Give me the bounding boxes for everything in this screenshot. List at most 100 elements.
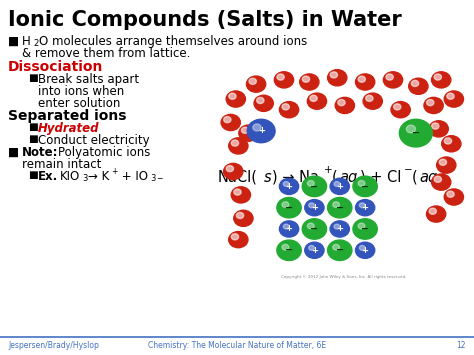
Circle shape [307,180,314,186]
Circle shape [234,210,253,226]
Text: Jespersen/Brady/Hyslop: Jespersen/Brady/Hyslop [8,341,99,350]
Circle shape [228,231,248,248]
Text: +: + [285,182,292,191]
Circle shape [358,76,365,82]
Circle shape [334,224,340,229]
Circle shape [226,165,234,172]
Circle shape [279,178,299,195]
Text: +: + [311,246,318,255]
Text: O molecules arrange themselves around ions: O molecules arrange themselves around io… [39,35,307,48]
Text: Chemistry: The Molecular Nature of Matter, 6E: Chemistry: The Molecular Nature of Matte… [148,341,326,350]
Circle shape [431,174,451,190]
Circle shape [330,178,349,195]
Text: Conduct electricity: Conduct electricity [38,134,150,147]
Circle shape [237,212,244,219]
Text: → K: → K [88,170,109,183]
Circle shape [442,136,461,152]
Circle shape [310,95,317,102]
Text: +: + [336,224,343,234]
Circle shape [427,206,446,222]
Circle shape [234,189,241,195]
Text: aq: aq [339,170,357,185]
Circle shape [256,97,264,104]
Text: 3: 3 [150,174,155,183]
Circle shape [246,76,266,92]
Circle shape [444,91,464,107]
Text: +: + [362,246,369,255]
Circle shape [333,244,339,250]
Text: 2: 2 [33,39,38,48]
Text: −: − [412,128,420,138]
Text: ■: ■ [28,134,38,144]
Text: remain intact: remain intact [22,158,101,171]
Circle shape [300,74,319,90]
Circle shape [356,242,375,258]
Circle shape [307,223,314,229]
Text: (: ( [332,170,338,185]
Circle shape [254,95,273,111]
Text: ■: ■ [28,73,38,83]
Text: ) → Na: ) → Na [272,170,319,185]
Circle shape [434,176,441,182]
Circle shape [439,159,447,165]
Circle shape [411,80,419,87]
Text: Dissociation: Dissociation [8,60,103,74]
Circle shape [231,140,238,146]
Circle shape [330,72,337,78]
Circle shape [283,224,289,229]
Circle shape [447,93,454,99]
Text: −: − [404,165,413,175]
Text: ■: ■ [8,146,19,159]
Text: NaCl(: NaCl( [218,170,258,185]
Circle shape [277,74,284,80]
Text: Ex.: Ex. [38,170,58,183]
Text: & remove them from lattice.: & remove them from lattice. [22,47,191,60]
Circle shape [328,240,352,261]
Circle shape [239,125,258,141]
Text: Note:: Note: [22,146,58,159]
Text: ) + Cl: ) + Cl [360,170,401,185]
Circle shape [400,119,432,147]
Circle shape [305,242,324,258]
Text: Polyatomic ions: Polyatomic ions [58,146,150,159]
Circle shape [224,116,231,123]
Circle shape [427,99,434,106]
Circle shape [366,95,373,102]
Circle shape [309,245,314,250]
Text: into ions when: into ions when [38,85,124,98]
Circle shape [334,181,340,186]
Circle shape [431,72,451,88]
Circle shape [302,176,327,197]
Circle shape [434,74,441,80]
Text: +: + [311,203,318,212]
Circle shape [229,93,236,99]
Circle shape [221,114,240,131]
Text: −: − [361,181,369,191]
Text: −: − [336,245,344,255]
Circle shape [226,91,246,107]
Circle shape [406,125,416,133]
Circle shape [363,93,383,109]
Circle shape [283,181,289,186]
Circle shape [224,163,243,180]
Circle shape [393,104,401,110]
Circle shape [335,97,355,114]
Text: s: s [264,170,272,185]
Text: +: + [285,224,292,234]
Text: +: + [336,182,343,191]
Circle shape [447,191,454,197]
Circle shape [328,197,352,218]
Circle shape [249,78,256,84]
Text: +: + [111,167,118,176]
Text: ■: ■ [28,122,38,132]
Text: −: − [285,245,293,255]
Circle shape [356,74,375,90]
Circle shape [429,208,437,214]
Circle shape [282,104,289,110]
Text: Ionic Compounds (Salts) in Water: Ionic Compounds (Salts) in Water [8,10,402,30]
Text: + IO: + IO [118,170,148,183]
Circle shape [305,200,324,216]
Circle shape [409,78,428,94]
Circle shape [231,187,250,203]
Text: Separated ions: Separated ions [8,109,127,123]
